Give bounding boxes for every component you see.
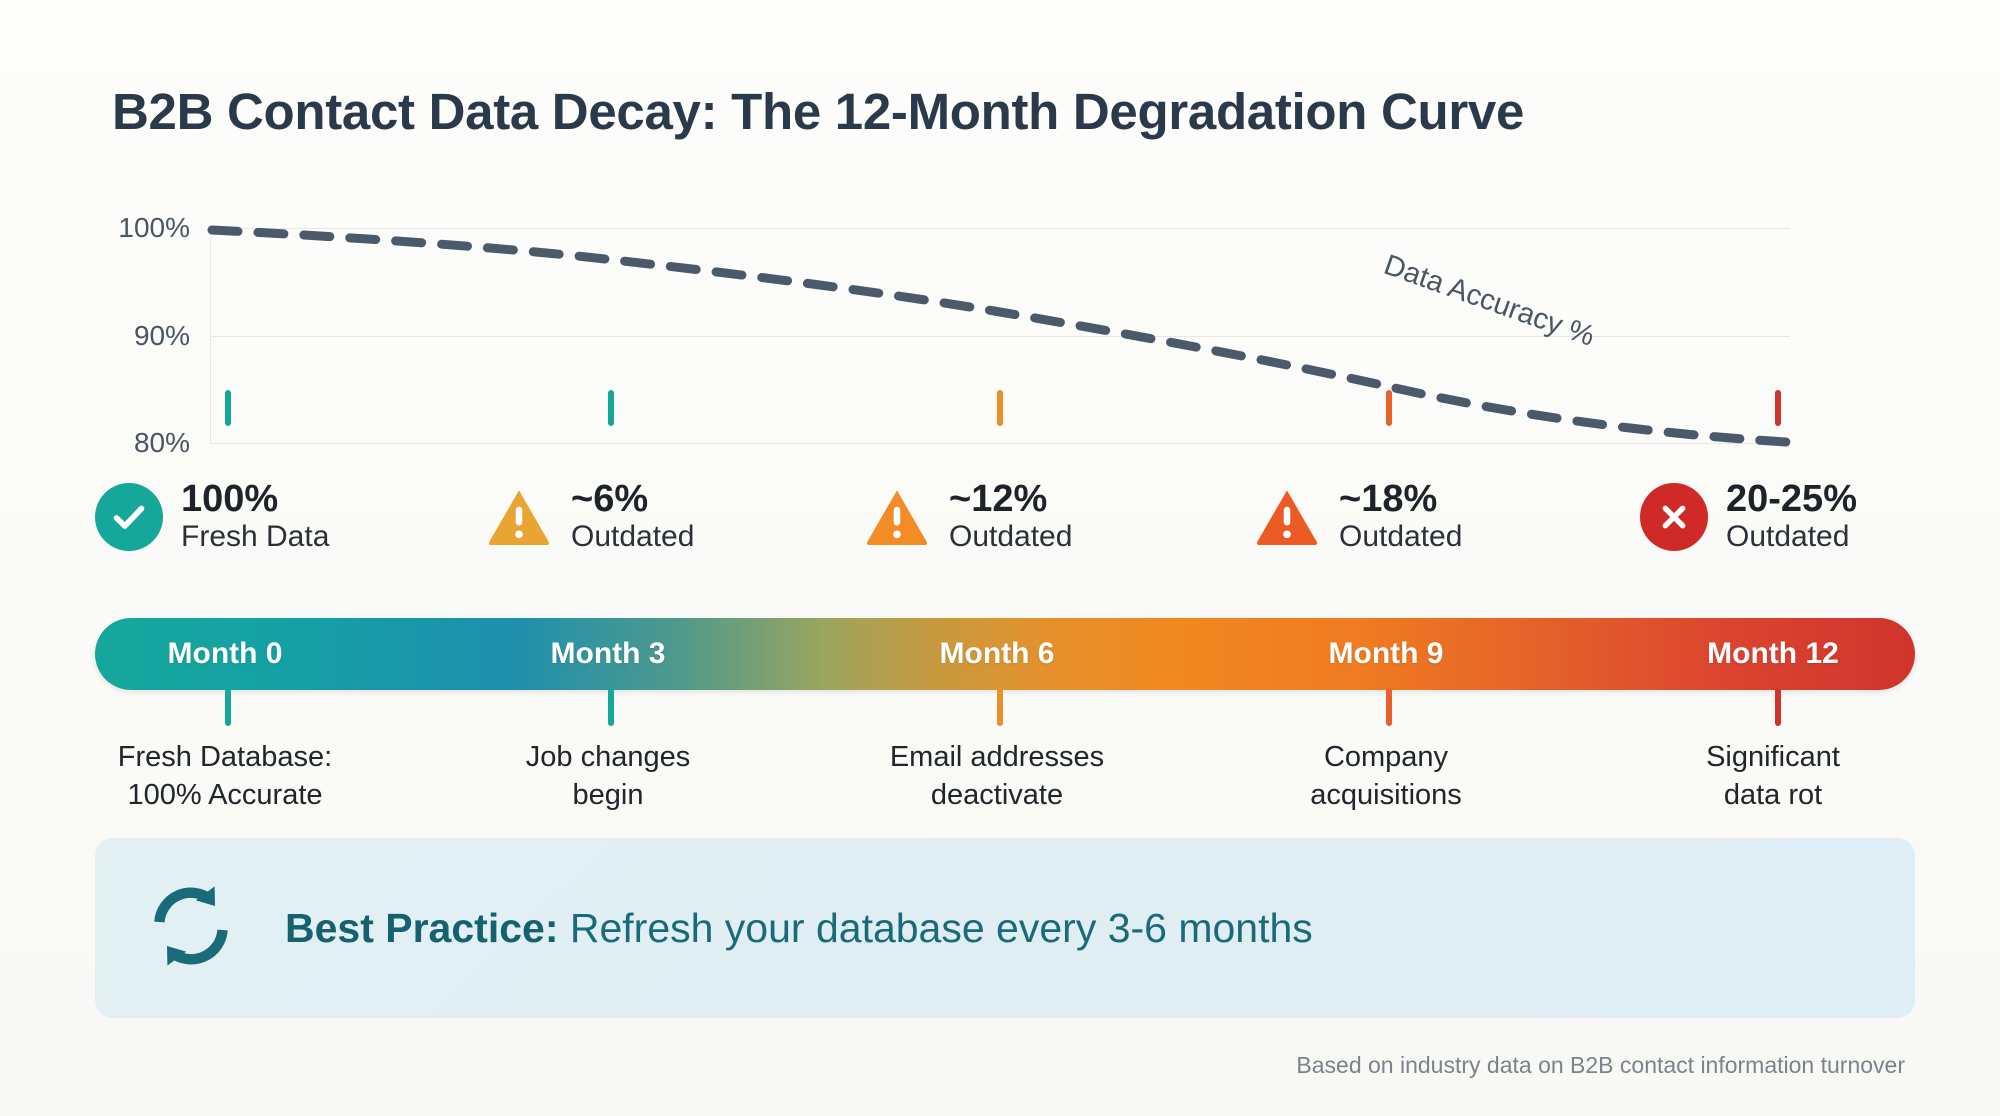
warning-triangle-icon bbox=[863, 483, 931, 551]
warning-triangle-icon bbox=[485, 483, 553, 551]
y-tick-label-90: 90% bbox=[133, 319, 190, 351]
milestone-subtitle: Outdated bbox=[571, 519, 695, 553]
decay-curve-chart: Data Accuracy % bbox=[207, 225, 1791, 447]
description-line-1: Company bbox=[1323, 741, 1449, 773]
description-line-1: Job changes bbox=[525, 741, 691, 773]
milestone-subtitle: Outdated bbox=[949, 519, 1073, 553]
timeline-descriptions: Fresh Database: 100% Accurate Job change… bbox=[95, 738, 1915, 828]
gridline-80 bbox=[210, 443, 1790, 444]
milestone-percent: ~18% bbox=[1339, 478, 1438, 520]
warning-triangle-icon bbox=[1253, 483, 1321, 551]
best-practice-rest: Refresh your database every 3-6 months bbox=[558, 904, 1313, 951]
milestone-subtitle: Outdated bbox=[1339, 519, 1463, 553]
milestone-row: 100% Fresh Data ~6% Outdated bbox=[95, 478, 1915, 590]
tick-below-month-12 bbox=[1775, 688, 1781, 726]
gridline-90 bbox=[210, 335, 1790, 337]
best-practice-text: Best Practice: Refresh your database eve… bbox=[285, 905, 1313, 952]
description-month-6: Email addresses deactivate bbox=[890, 738, 1104, 815]
milestone-month-6: ~12% Outdated bbox=[863, 478, 1073, 554]
bar-label-month-6: Month 6 bbox=[939, 637, 1055, 670]
tick-above-month-0 bbox=[225, 390, 231, 426]
best-practice-banner: Best Practice: Refresh your database eve… bbox=[95, 838, 1915, 1018]
milestone-percent: 100% bbox=[181, 478, 279, 520]
milestone-subtitle: Outdated bbox=[1726, 519, 1850, 553]
y-tick-label-100: 100% bbox=[118, 212, 190, 243]
milestone-subtitle: Fresh Data bbox=[181, 519, 330, 553]
tick-above-month-3 bbox=[608, 390, 614, 426]
description-month-12: Significant data rot bbox=[1706, 738, 1840, 815]
timeline-gradient-bar: Month 0 Month 3 Month 6 Month 9 Month 12 bbox=[95, 618, 1915, 690]
chart-y-axis-labels: 100% 90% 80% bbox=[118, 212, 190, 458]
description-line-2: deactivate bbox=[930, 779, 1064, 812]
milestone-month-0: 100% Fresh Data bbox=[95, 478, 330, 554]
chart-plot-area bbox=[207, 225, 1791, 447]
x-circle-icon bbox=[1640, 483, 1708, 552]
description-month-9: Company acquisitions bbox=[1310, 738, 1462, 815]
description-line-2: acquisitions bbox=[1310, 779, 1462, 812]
tick-above-month-6 bbox=[997, 390, 1003, 426]
milestone-month-12: 20-25% Outdated bbox=[1640, 478, 1857, 554]
description-line-2: data rot bbox=[1723, 779, 1823, 812]
y-tick-label-80: 80% bbox=[133, 427, 190, 458]
bar-label-month-9: Month 9 bbox=[1328, 637, 1444, 670]
milestone-percent: ~12% bbox=[949, 478, 1048, 520]
milestone-month-9: ~18% Outdated bbox=[1253, 478, 1463, 554]
page-title: B2B Contact Data Decay: The 12-Month Deg… bbox=[112, 83, 1525, 140]
description-line-1: Fresh Database: bbox=[117, 741, 333, 773]
check-circle-icon bbox=[95, 483, 163, 552]
milestone-percent: ~6% bbox=[571, 478, 649, 520]
tick-above-month-12 bbox=[1775, 390, 1781, 426]
best-practice-prefix: Best Practice: bbox=[285, 904, 559, 951]
gridline-100 bbox=[210, 228, 1790, 229]
description-line-2: 100% Accurate bbox=[127, 779, 323, 812]
tick-above-month-9 bbox=[1386, 390, 1392, 426]
description-month-3: Job changes begin bbox=[526, 738, 690, 815]
bar-label-month-12: Month 12 bbox=[1707, 637, 1839, 670]
data-accuracy-curve bbox=[207, 225, 1791, 447]
description-line-1: Email addresses bbox=[889, 741, 1105, 773]
source-footnote: Based on industry data on B2B contact in… bbox=[1296, 1052, 1905, 1078]
description-month-0: Fresh Database: 100% Accurate bbox=[118, 738, 332, 815]
milestone-month-3: ~6% Outdated bbox=[485, 478, 695, 554]
tick-below-month-3 bbox=[608, 688, 614, 726]
bar-label-month-3: Month 3 bbox=[550, 637, 666, 670]
description-line-2: begin bbox=[572, 779, 644, 812]
refresh-cycle-icon bbox=[143, 878, 239, 979]
milestone-percent: 20-25% bbox=[1726, 478, 1857, 520]
tick-below-month-9 bbox=[1386, 688, 1392, 726]
description-line-1: Significant bbox=[1706, 741, 1840, 773]
tick-below-month-6 bbox=[997, 688, 1003, 726]
tick-below-month-0 bbox=[225, 688, 231, 726]
bar-label-month-0: Month 0 bbox=[167, 637, 283, 670]
